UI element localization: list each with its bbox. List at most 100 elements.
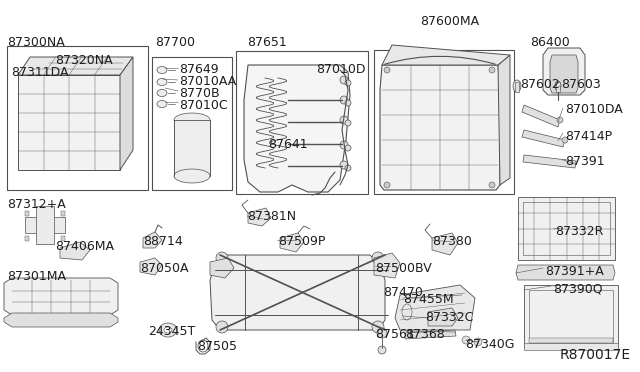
Polygon shape bbox=[516, 265, 615, 280]
Text: 87332R: 87332R bbox=[555, 225, 604, 238]
Ellipse shape bbox=[372, 321, 384, 333]
Ellipse shape bbox=[378, 346, 386, 354]
Text: 87603: 87603 bbox=[561, 78, 601, 91]
Ellipse shape bbox=[489, 182, 495, 188]
Text: 87602: 87602 bbox=[520, 78, 560, 91]
Text: 87010D: 87010D bbox=[316, 63, 365, 76]
Text: 87500BV: 87500BV bbox=[375, 262, 432, 275]
Ellipse shape bbox=[157, 78, 167, 86]
Polygon shape bbox=[428, 308, 458, 326]
Text: 87651: 87651 bbox=[247, 36, 287, 49]
Text: 87406MA: 87406MA bbox=[55, 240, 114, 253]
Bar bbox=[152, 57, 232, 190]
Polygon shape bbox=[382, 45, 510, 65]
Bar bbox=[174, 120, 210, 176]
Text: 87470: 87470 bbox=[383, 286, 423, 299]
Text: 87340G: 87340G bbox=[465, 338, 515, 351]
Polygon shape bbox=[60, 242, 90, 260]
Polygon shape bbox=[4, 278, 118, 315]
Text: 87301MA: 87301MA bbox=[7, 270, 66, 283]
Ellipse shape bbox=[157, 67, 167, 74]
Ellipse shape bbox=[345, 100, 351, 106]
Ellipse shape bbox=[562, 137, 568, 143]
Text: 87320NA: 87320NA bbox=[55, 54, 113, 67]
Polygon shape bbox=[18, 57, 133, 75]
Bar bbox=[61, 211, 65, 216]
Bar bbox=[374, 50, 514, 194]
Bar bbox=[529, 338, 613, 343]
Text: 87391+A: 87391+A bbox=[545, 265, 604, 278]
Text: 87311DA: 87311DA bbox=[11, 66, 68, 79]
Ellipse shape bbox=[216, 252, 228, 264]
Ellipse shape bbox=[159, 323, 177, 337]
Ellipse shape bbox=[462, 336, 470, 344]
Ellipse shape bbox=[513, 80, 521, 92]
Text: 88714: 88714 bbox=[143, 235, 183, 248]
Text: 87010DA: 87010DA bbox=[565, 103, 623, 116]
Ellipse shape bbox=[340, 141, 348, 149]
Text: 87509P: 87509P bbox=[278, 235, 325, 248]
Text: 8770B: 8770B bbox=[179, 87, 220, 100]
Text: 87380: 87380 bbox=[432, 235, 472, 248]
Text: 87391: 87391 bbox=[565, 155, 605, 168]
Polygon shape bbox=[4, 313, 118, 327]
Polygon shape bbox=[36, 206, 54, 244]
Ellipse shape bbox=[345, 145, 351, 151]
Ellipse shape bbox=[377, 328, 387, 338]
Polygon shape bbox=[210, 255, 385, 330]
Ellipse shape bbox=[384, 67, 390, 73]
Ellipse shape bbox=[340, 116, 348, 124]
Polygon shape bbox=[523, 155, 576, 168]
Text: 87390Q: 87390Q bbox=[553, 283, 603, 296]
Bar bbox=[61, 236, 65, 241]
Ellipse shape bbox=[474, 338, 482, 346]
Text: 87010AA: 87010AA bbox=[179, 75, 236, 88]
Text: 87455M: 87455M bbox=[403, 293, 454, 306]
Polygon shape bbox=[25, 217, 65, 233]
Bar bbox=[518, 197, 615, 260]
Ellipse shape bbox=[372, 252, 384, 264]
Polygon shape bbox=[18, 75, 120, 170]
Ellipse shape bbox=[340, 76, 348, 84]
Text: 87010C: 87010C bbox=[179, 99, 228, 112]
Text: 24345T: 24345T bbox=[148, 325, 195, 338]
Bar bbox=[529, 290, 613, 343]
Polygon shape bbox=[498, 55, 510, 185]
Polygon shape bbox=[374, 253, 400, 278]
Polygon shape bbox=[210, 258, 234, 278]
Text: 87312+A: 87312+A bbox=[7, 198, 66, 211]
Polygon shape bbox=[550, 55, 578, 93]
Text: 87332C: 87332C bbox=[425, 311, 474, 324]
Polygon shape bbox=[143, 232, 162, 248]
Ellipse shape bbox=[157, 100, 167, 108]
Bar bbox=[524, 285, 618, 348]
Ellipse shape bbox=[216, 321, 228, 333]
Polygon shape bbox=[380, 65, 500, 190]
Bar bbox=[236, 51, 368, 194]
Text: 87561: 87561 bbox=[375, 328, 415, 341]
Polygon shape bbox=[248, 208, 271, 226]
Ellipse shape bbox=[345, 165, 351, 171]
Text: 87505: 87505 bbox=[197, 340, 237, 353]
Text: 87300NA: 87300NA bbox=[7, 36, 65, 49]
Ellipse shape bbox=[489, 67, 495, 73]
Polygon shape bbox=[543, 48, 585, 95]
Text: 87050A: 87050A bbox=[140, 262, 189, 275]
Text: 87600MA: 87600MA bbox=[420, 15, 479, 28]
Ellipse shape bbox=[345, 80, 351, 86]
Ellipse shape bbox=[384, 182, 390, 188]
Text: 86400: 86400 bbox=[530, 36, 570, 49]
Polygon shape bbox=[120, 57, 133, 170]
Text: 87414P: 87414P bbox=[565, 130, 612, 143]
Text: 87368: 87368 bbox=[405, 328, 445, 341]
Bar bbox=[556, 82, 560, 92]
Ellipse shape bbox=[174, 113, 210, 127]
Text: 87700: 87700 bbox=[155, 36, 195, 49]
Text: 87649: 87649 bbox=[179, 63, 219, 76]
Ellipse shape bbox=[345, 120, 351, 126]
Polygon shape bbox=[522, 130, 565, 147]
Ellipse shape bbox=[340, 161, 348, 169]
Text: R870017E: R870017E bbox=[560, 348, 631, 362]
Polygon shape bbox=[244, 65, 350, 192]
Bar bbox=[7, 46, 148, 190]
